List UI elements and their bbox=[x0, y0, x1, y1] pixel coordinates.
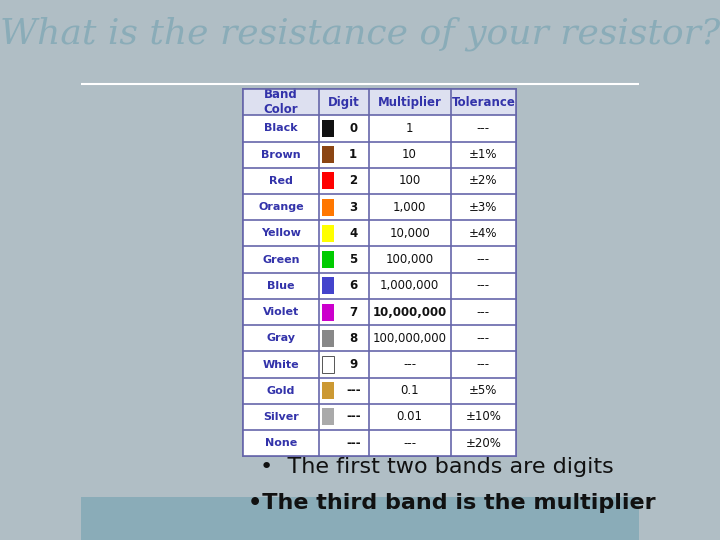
Text: ---: --- bbox=[346, 437, 361, 450]
FancyBboxPatch shape bbox=[243, 246, 516, 273]
Text: ---: --- bbox=[477, 122, 490, 135]
Text: Brown: Brown bbox=[261, 150, 301, 160]
Text: ---: --- bbox=[403, 358, 416, 371]
Text: 8: 8 bbox=[349, 332, 357, 345]
Text: Multiplier: Multiplier bbox=[378, 96, 441, 109]
Text: Blue: Blue bbox=[267, 281, 295, 291]
Text: White: White bbox=[263, 360, 300, 369]
Text: 1,000,000: 1,000,000 bbox=[380, 279, 439, 292]
FancyBboxPatch shape bbox=[243, 194, 516, 220]
FancyBboxPatch shape bbox=[322, 382, 335, 399]
FancyBboxPatch shape bbox=[322, 330, 335, 347]
Text: 0: 0 bbox=[349, 122, 357, 135]
Text: Silver: Silver bbox=[264, 412, 299, 422]
Text: ±1%: ±1% bbox=[469, 148, 498, 161]
Text: 10,000: 10,000 bbox=[390, 227, 430, 240]
Text: Red: Red bbox=[269, 176, 293, 186]
Text: 100,000,000: 100,000,000 bbox=[372, 332, 446, 345]
FancyBboxPatch shape bbox=[322, 251, 335, 268]
Text: ±5%: ±5% bbox=[469, 384, 498, 397]
Text: ---: --- bbox=[477, 358, 490, 371]
FancyBboxPatch shape bbox=[243, 168, 516, 194]
FancyBboxPatch shape bbox=[81, 497, 639, 540]
Text: Violet: Violet bbox=[263, 307, 300, 317]
Text: ---: --- bbox=[346, 410, 361, 423]
Text: ---: --- bbox=[346, 384, 361, 397]
FancyBboxPatch shape bbox=[243, 404, 516, 430]
Text: 100: 100 bbox=[398, 174, 420, 187]
Text: 100,000: 100,000 bbox=[385, 253, 433, 266]
Text: 10: 10 bbox=[402, 148, 417, 161]
Text: ±2%: ±2% bbox=[469, 174, 498, 187]
Text: ---: --- bbox=[477, 253, 490, 266]
Text: 9: 9 bbox=[349, 358, 357, 371]
FancyBboxPatch shape bbox=[243, 377, 516, 404]
Text: Tolerance: Tolerance bbox=[451, 96, 516, 109]
FancyBboxPatch shape bbox=[243, 141, 516, 168]
FancyBboxPatch shape bbox=[243, 89, 516, 456]
FancyBboxPatch shape bbox=[322, 199, 335, 215]
Text: Gold: Gold bbox=[267, 386, 295, 396]
FancyBboxPatch shape bbox=[322, 303, 335, 321]
FancyBboxPatch shape bbox=[322, 356, 335, 373]
FancyBboxPatch shape bbox=[322, 277, 335, 294]
FancyBboxPatch shape bbox=[243, 116, 516, 141]
Text: 10,000,000: 10,000,000 bbox=[372, 306, 446, 319]
Text: ---: --- bbox=[403, 437, 416, 450]
Text: Band
Color: Band Color bbox=[264, 88, 299, 116]
FancyBboxPatch shape bbox=[322, 225, 335, 242]
Text: 6: 6 bbox=[349, 279, 357, 292]
Text: 1: 1 bbox=[349, 148, 357, 161]
FancyBboxPatch shape bbox=[243, 89, 516, 116]
Text: •The third band is the multiplier: •The third band is the multiplier bbox=[248, 493, 656, 514]
Text: •  The first two bands are digits: • The first two bands are digits bbox=[260, 457, 613, 477]
Text: 7: 7 bbox=[349, 306, 357, 319]
Text: 0.1: 0.1 bbox=[400, 384, 419, 397]
FancyBboxPatch shape bbox=[243, 325, 516, 352]
Text: 4: 4 bbox=[349, 227, 357, 240]
Text: ±10%: ±10% bbox=[465, 410, 501, 423]
FancyBboxPatch shape bbox=[243, 299, 516, 325]
FancyBboxPatch shape bbox=[243, 352, 516, 377]
Text: ---: --- bbox=[477, 279, 490, 292]
Text: ---: --- bbox=[477, 306, 490, 319]
Text: Green: Green bbox=[262, 254, 300, 265]
FancyBboxPatch shape bbox=[243, 430, 516, 456]
Text: 0.01: 0.01 bbox=[397, 410, 423, 423]
Text: Black: Black bbox=[264, 124, 298, 133]
FancyBboxPatch shape bbox=[322, 120, 335, 137]
FancyBboxPatch shape bbox=[243, 220, 516, 246]
Text: 1: 1 bbox=[406, 122, 413, 135]
Text: Digit: Digit bbox=[328, 96, 360, 109]
Text: Yellow: Yellow bbox=[261, 228, 301, 238]
Text: ±20%: ±20% bbox=[465, 437, 501, 450]
FancyBboxPatch shape bbox=[322, 172, 335, 190]
Text: ---: --- bbox=[477, 332, 490, 345]
Text: 2: 2 bbox=[349, 174, 357, 187]
Text: ±4%: ±4% bbox=[469, 227, 498, 240]
FancyBboxPatch shape bbox=[243, 273, 516, 299]
Text: ±3%: ±3% bbox=[469, 201, 498, 214]
FancyBboxPatch shape bbox=[322, 146, 335, 163]
Text: 1,000: 1,000 bbox=[393, 201, 426, 214]
Text: Orange: Orange bbox=[258, 202, 304, 212]
Text: 5: 5 bbox=[349, 253, 357, 266]
Text: What is the resistance of your resistor?: What is the resistance of your resistor? bbox=[0, 16, 720, 51]
Text: 3: 3 bbox=[349, 201, 357, 214]
Text: Gray: Gray bbox=[266, 333, 296, 343]
Text: None: None bbox=[265, 438, 297, 448]
FancyBboxPatch shape bbox=[322, 408, 335, 426]
